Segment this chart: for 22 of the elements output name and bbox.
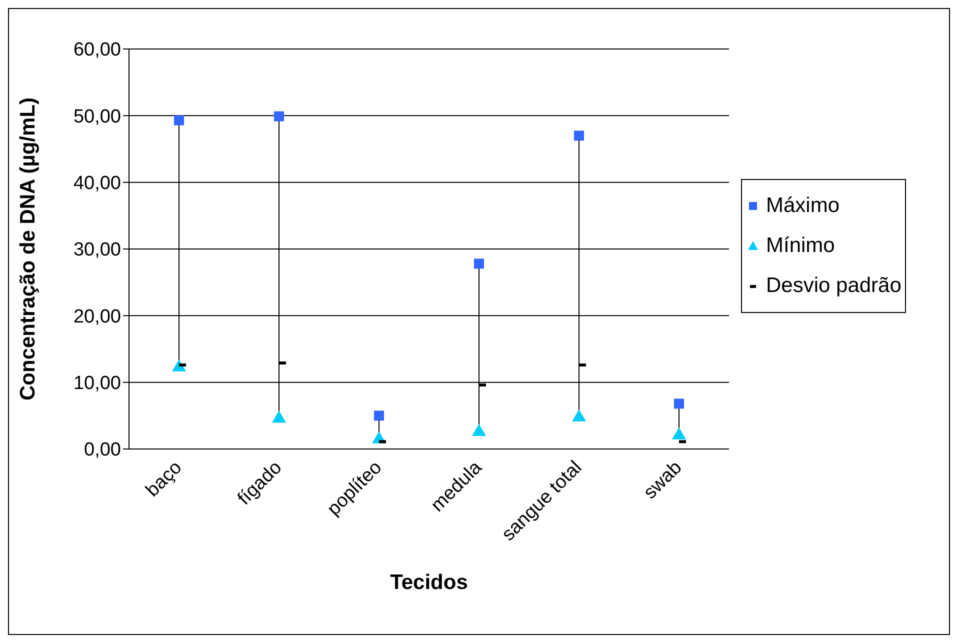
point (674, 398, 684, 409)
point (472, 424, 486, 436)
y-tick-label: 40,00 (73, 173, 121, 194)
y-axis-title: Concentração de DNA (µg/mL) (16, 97, 40, 401)
y-tick-label: 30,00 (73, 240, 121, 261)
y-tick-label: 60,00 (73, 40, 121, 61)
y-tick-label: 10,00 (73, 373, 121, 394)
point (174, 115, 184, 126)
point (374, 410, 384, 421)
point (572, 409, 586, 422)
point (672, 427, 686, 440)
legend-label: Desvio padrão (766, 273, 902, 299)
y-tick-label: 20,00 (73, 306, 121, 328)
y-tick-label: 0,00 (84, 440, 121, 461)
point (574, 130, 584, 141)
legend-label: Mínimo (766, 233, 835, 259)
legend-label: Máximo (766, 193, 840, 219)
point (274, 111, 284, 122)
x-axis-title: Tecidos (390, 571, 468, 594)
y-tick-label: 50,00 (73, 106, 121, 128)
point (474, 258, 484, 269)
point (272, 410, 286, 423)
